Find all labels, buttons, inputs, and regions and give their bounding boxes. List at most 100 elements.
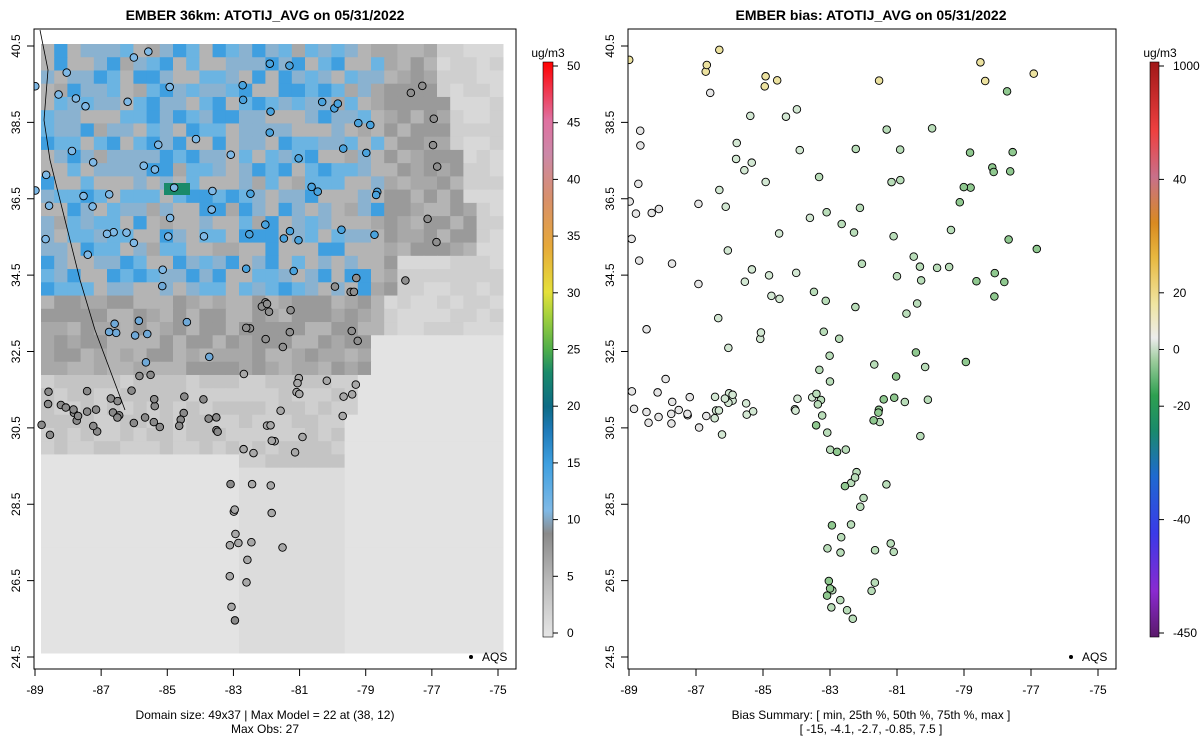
- aqs-point: [834, 334, 844, 343]
- model-grid-cell: [146, 427, 161, 442]
- model-grid-cell: [357, 163, 372, 177]
- model-grid-cell: [239, 269, 253, 283]
- model-grid-cell: [305, 374, 319, 389]
- model-grid-cell: [146, 348, 161, 363]
- model-grid-cell: [67, 216, 82, 230]
- model-grid-cell: [384, 335, 398, 349]
- model-grid-cell: [410, 229, 425, 244]
- model-grid-cell: [489, 44, 504, 58]
- aqs-point: [714, 313, 723, 323]
- aqs-point: [976, 58, 985, 67]
- model-grid-cell: [120, 467, 134, 482]
- model-grid-cell: [146, 110, 161, 124]
- model-grid-cell: [80, 229, 95, 244]
- model-grid-cell: [331, 573, 346, 588]
- aqs-point: [330, 282, 340, 291]
- model-grid-cell: [489, 507, 504, 522]
- model-grid-cell: [239, 414, 253, 429]
- aqs-point: [278, 543, 287, 552]
- model-grid-cell: [93, 242, 108, 257]
- model-grid-cell: [133, 216, 148, 230]
- model-grid-cell: [120, 560, 134, 575]
- model-grid-cell: [107, 639, 121, 654]
- model-grid-cell: [357, 308, 372, 323]
- model-grid-cell: [186, 613, 200, 628]
- model-grid-cell: [120, 255, 134, 270]
- aqs-point: [73, 411, 83, 421]
- aqs-point: [674, 405, 683, 415]
- model-grid-cell: [107, 547, 121, 561]
- model-grid-cell: [93, 374, 108, 389]
- model-grid-cell: [120, 374, 134, 389]
- aqs-point: [158, 281, 167, 291]
- model-grid-cell: [252, 507, 266, 522]
- model-grid-cell: [212, 163, 227, 177]
- model-grid-cell: [371, 322, 385, 336]
- model-grid-cell: [305, 388, 319, 402]
- model-grid-cell: [146, 202, 161, 217]
- model-grid-cell: [278, 282, 293, 297]
- model-grid-cell: [199, 308, 214, 323]
- model-grid-cell: [120, 547, 134, 561]
- model-grid-cell: [278, 374, 293, 389]
- model-grid-cell: [476, 123, 491, 138]
- model-grid-cell: [133, 560, 148, 575]
- model-grid-cell: [410, 123, 425, 138]
- model-grid-cell: [437, 494, 451, 508]
- model-grid-cell: [252, 467, 266, 482]
- model-grid-cell: [384, 295, 398, 310]
- model-grid-cell: [93, 547, 108, 561]
- aqs-point: [264, 307, 274, 317]
- model-grid-cell: [67, 374, 82, 389]
- model-grid-cell: [291, 626, 306, 641]
- model-grid-cell: [54, 123, 68, 138]
- model-grid-cell: [120, 586, 134, 601]
- model-grid-cell: [225, 494, 240, 508]
- model-grid-cell: [239, 242, 253, 257]
- model-grid-cell: [41, 57, 55, 71]
- aqs-point: [870, 578, 880, 587]
- model-grid-cell: [410, 176, 425, 191]
- model-grid-cell: [331, 70, 346, 85]
- model-grid-cell: [357, 560, 372, 575]
- model-grid-cell: [199, 613, 214, 628]
- model-grid-cell: [371, 216, 385, 230]
- model-grid-cell: [489, 494, 504, 508]
- model-grid-cell: [305, 110, 319, 124]
- model-grid-cell: [371, 335, 385, 349]
- model-grid-cell: [67, 282, 82, 297]
- model-grid-cell: [212, 467, 227, 482]
- aqs-point: [276, 406, 285, 416]
- model-grid-cell: [173, 573, 187, 588]
- model-grid-cell: [371, 348, 385, 363]
- model-grid-cell: [291, 348, 306, 363]
- model-grid-cell: [371, 600, 385, 614]
- model-grid-cell: [410, 269, 425, 283]
- aqs-point: [143, 329, 152, 339]
- aqs-point: [226, 150, 236, 159]
- model-grid-cell: [489, 308, 504, 323]
- right-legend: AQS: [1069, 650, 1107, 664]
- aqs-point: [141, 358, 151, 367]
- model-grid-cell: [41, 149, 55, 164]
- aqs-point: [199, 395, 208, 404]
- model-grid-cell: [318, 216, 332, 230]
- aqs-point: [793, 394, 802, 404]
- aqs-point: [694, 199, 703, 209]
- model-grid-cell: [450, 282, 464, 297]
- model-grid-cell: [239, 560, 253, 575]
- model-grid-cell: [357, 401, 372, 416]
- model-grid-cell: [265, 282, 280, 297]
- model-grid-cell: [384, 401, 398, 416]
- model-grid-cell: [384, 149, 398, 164]
- model-grid-cell: [212, 96, 227, 111]
- aqs-point: [149, 417, 159, 427]
- aqs-point: [887, 177, 896, 187]
- model-grid-cell: [159, 348, 174, 363]
- aqs-point: [896, 175, 905, 185]
- model-grid-cell: [318, 83, 332, 98]
- model-grid-cell: [41, 335, 55, 349]
- model-grid-cell: [159, 388, 174, 402]
- model-grid-cell: [41, 96, 55, 111]
